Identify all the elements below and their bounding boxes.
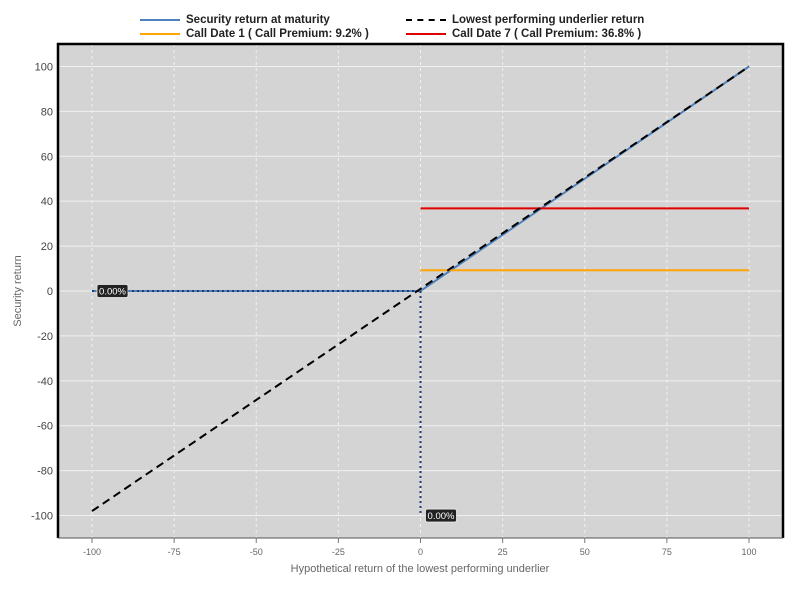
legend-swatch-lowest-underlier <box>406 19 446 21</box>
y-tick-label: 20 <box>41 241 53 253</box>
x-tick-label: 50 <box>580 547 590 557</box>
legend-swatch-security-return <box>140 19 180 21</box>
legend-item-security-return: Security return at maturity <box>140 13 330 27</box>
legend-item-call-date-1: Call Date 1 ( Call Premium: 9.2% ) <box>140 27 369 41</box>
annotation-label-1: 0.00% <box>99 287 126 298</box>
annotation-box-1 <box>96 284 129 298</box>
legend-swatch-call-date-1 <box>140 33 180 35</box>
x-tick-labels: -100 -75 -50 -25 0 25 50 75 100 <box>83 538 757 557</box>
annotations-group: 0.00% 0.00% <box>96 284 457 523</box>
x-tick-label: 100 <box>741 547 756 557</box>
annotation-box-2 <box>425 508 457 523</box>
x-tick-label: 0 <box>418 547 423 557</box>
y-tick-label: -40 <box>37 376 53 388</box>
y-tick-labels: -100 -80 -60 -40 -20 0 20 40 60 80 100 <box>31 61 53 522</box>
legend-label-security-return: Security return at maturity <box>186 14 330 26</box>
x-tick-label: -100 <box>83 547 101 557</box>
y-tick-label: 0 <box>47 286 53 298</box>
y-axis-label: Security return <box>12 255 24 327</box>
legend-item-call-date-7: Call Date 7 ( Call Premium: 36.8% ) <box>406 27 641 41</box>
series-group <box>91 65 750 516</box>
x-tick-label: 75 <box>662 547 672 557</box>
x-tick-label: 25 <box>498 547 508 557</box>
series-lowest-underlier <box>91 65 750 512</box>
x-tick-label: -75 <box>168 547 181 557</box>
x-axis-label: Hypothetical return of the lowest perfor… <box>291 563 550 575</box>
y-tick-label: -100 <box>31 511 53 523</box>
legend-swatch-call-date-7 <box>406 33 446 35</box>
legend-label-call-date-7: Call Date 7 ( Call Premium: 36.8% ) <box>452 28 642 40</box>
y-tick-label: -60 <box>37 421 53 433</box>
x-tick-label: -50 <box>250 547 263 557</box>
annotation-label-2: 0.00% <box>428 511 455 522</box>
legend: Security return at maturity Lowest perfo… <box>0 0 800 44</box>
y-tick-label: 40 <box>41 196 53 208</box>
y-tick-label: -20 <box>37 331 53 343</box>
plot-frame <box>56 42 785 538</box>
y-tick-label: 60 <box>41 151 53 163</box>
x-tick-label: -25 <box>332 547 345 557</box>
legend-label-lowest-underlier: Lowest performing underlier return <box>452 14 645 26</box>
legend-label-call-date-1: Call Date 1 ( Call Premium: 9.2% ) <box>186 28 369 40</box>
legend-item-lowest-underlier: Lowest performing underlier return <box>406 13 644 27</box>
y-tick-label: 80 <box>41 106 53 118</box>
y-tick-label: -80 <box>37 466 53 478</box>
y-tick-label: 100 <box>35 61 53 73</box>
